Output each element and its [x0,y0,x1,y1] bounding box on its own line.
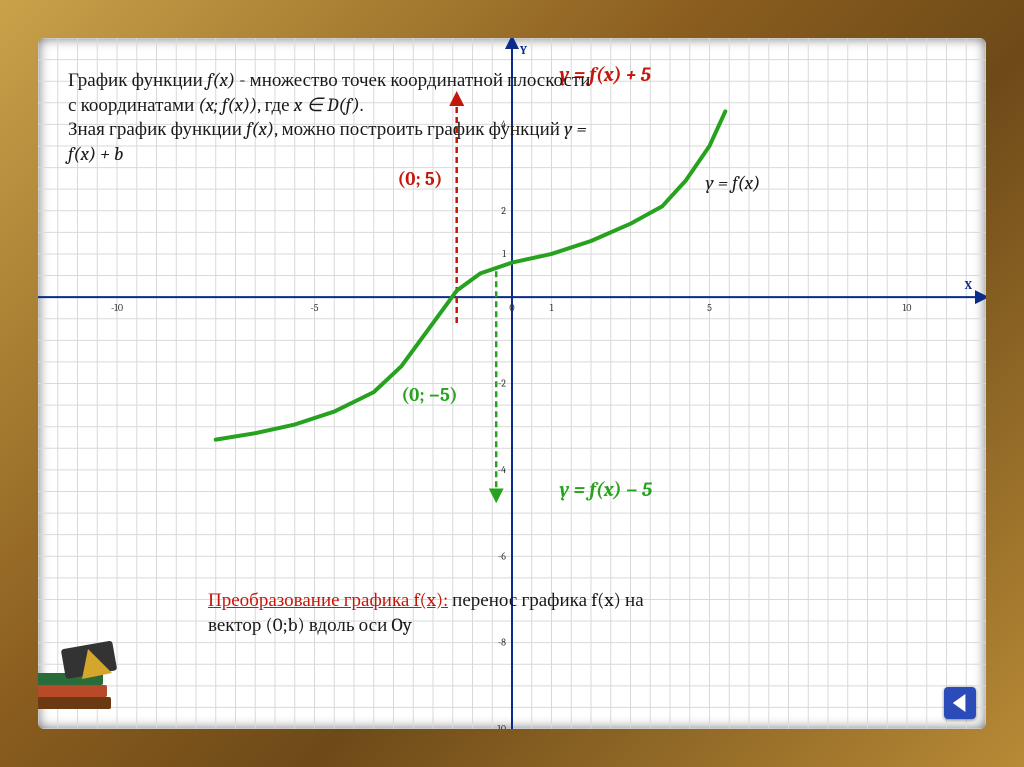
transform-underlined: Преобразование графика f(x): [208,589,448,611]
transform-rest-a: перенос графика f(x) на [448,589,644,611]
chart-label-pt_minus: (0; −5) [401,384,457,406]
svg-text:1: 1 [502,248,506,260]
svg-text:-6: -6 [498,550,506,562]
intro-line3b: , можно построить график функций [274,118,564,140]
svg-text:-5: -5 [310,302,318,314]
triangle-left-icon [951,694,969,712]
intro-domain: x ∈ D(f) [294,94,360,116]
svg-text:-2: -2 [498,378,506,390]
intro-line2a: с координатами [68,94,198,116]
svg-text:-10: -10 [494,723,506,729]
svg-text:-8: -8 [498,637,506,649]
svg-text:Y: Y [519,43,528,57]
svg-text:2: 2 [501,205,506,217]
svg-text:-10: -10 [111,302,123,314]
svg-text:1: 1 [550,302,554,314]
svg-text:5: 5 [707,302,712,314]
intro-coords: (x; f(x)) [198,94,257,116]
svg-text:10: 10 [903,302,912,314]
intro-fx2: f(x) [246,118,274,140]
transform-rest-b: вектор (0;b) вдоль оси Oy [208,614,412,636]
intro-line2c: . [360,94,364,116]
svg-text:X: X [965,278,973,292]
intro-line1b: - множество точек координатной плоскости [235,69,590,91]
chart-label-pt_plus: (0; 5) [397,168,442,190]
intro-yeq: y = [564,118,586,140]
slide-content: XY -10-501510-10-8-6-4-2124 y = f(x) + 5… [38,38,986,729]
prev-slide-button[interactable] [944,687,976,719]
svg-text:0: 0 [509,302,514,314]
chart-label-y_minus_5: y = f(x) − 5 [558,478,652,501]
intro-line3a: Зная график функции [68,118,246,140]
chart-label-y_fx: y = f(x) [706,172,761,194]
slide-frame: Преобразования графиков функций (1 из 9)… [0,0,1024,767]
books-icon [38,635,138,729]
intro-line1a: График функции [68,69,207,91]
intro-text: График функции f(x) - множество точек ко… [68,68,948,167]
intro-fxb: f(x) + b [68,143,123,165]
intro-fx1: f(x) [207,69,235,91]
transform-text: Преобразование графика f(x): перенос гра… [208,588,908,637]
intro-line2b: , где [257,94,294,116]
svg-text:-4: -4 [498,464,506,476]
